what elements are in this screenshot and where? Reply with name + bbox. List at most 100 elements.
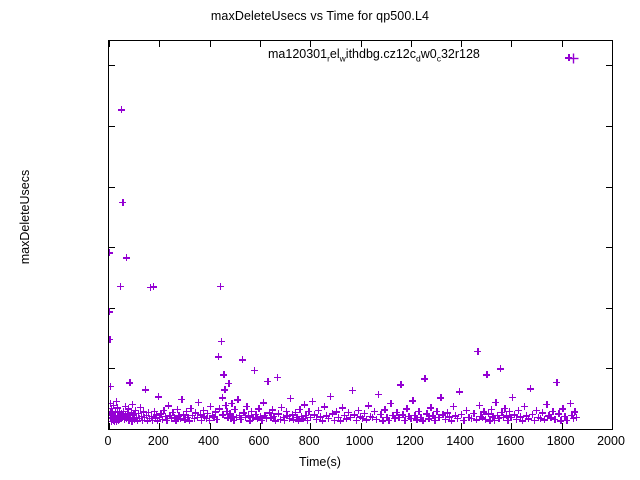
data-point	[123, 409, 131, 417]
data-point	[305, 407, 313, 415]
data-point	[480, 408, 488, 416]
data-point	[224, 414, 232, 422]
data-point	[350, 411, 358, 419]
data-point	[192, 409, 200, 417]
data-point	[175, 412, 183, 420]
data-point	[199, 406, 207, 414]
data-point	[397, 381, 405, 389]
data-point	[294, 417, 302, 425]
data-point	[502, 412, 510, 420]
x-tick	[159, 423, 161, 429]
data-point	[496, 365, 504, 373]
data-point	[121, 402, 129, 410]
x-tick-label: 1200	[395, 434, 424, 448]
x-tick-top	[511, 41, 513, 47]
data-point	[409, 397, 417, 405]
data-point	[299, 415, 307, 423]
data-point	[135, 415, 143, 423]
data-point	[559, 405, 567, 413]
data-point	[505, 407, 513, 415]
data-point	[423, 410, 431, 418]
data-point	[125, 416, 133, 424]
data-point	[146, 283, 154, 291]
x-tick-top	[109, 41, 110, 47]
data-point	[547, 414, 555, 422]
data-point	[134, 409, 142, 417]
data-point	[170, 413, 178, 421]
x-tick	[209, 423, 211, 429]
data-point	[246, 417, 254, 425]
data-point	[389, 411, 397, 419]
data-point	[193, 414, 201, 422]
data-point	[256, 413, 264, 421]
data-point	[261, 411, 269, 419]
data-point	[326, 392, 334, 400]
data-point	[247, 407, 255, 415]
data-point	[184, 413, 192, 421]
data-point	[288, 411, 296, 419]
data-point	[207, 402, 215, 410]
x-tick-label: 2000	[597, 434, 625, 448]
data-point	[179, 411, 187, 419]
data-point	[296, 405, 304, 413]
data-point	[173, 405, 181, 413]
y-tick	[109, 125, 115, 127]
data-point	[111, 408, 119, 416]
data-point	[566, 399, 574, 407]
data-point	[373, 415, 381, 423]
data-point	[385, 416, 393, 424]
data-point	[114, 414, 122, 422]
data-point	[302, 411, 310, 419]
data-point	[334, 413, 342, 421]
data-point	[109, 407, 114, 415]
data-point	[316, 413, 324, 421]
data-point	[543, 400, 551, 408]
data-point	[487, 405, 495, 413]
legend-entry-label: ma120301relwithdbg.cz12cdw0c32r128	[268, 47, 480, 64]
data-point	[222, 401, 230, 409]
data-point	[405, 412, 413, 420]
data-point	[198, 416, 206, 424]
data-point	[130, 411, 138, 419]
data-point	[571, 408, 579, 416]
data-point	[109, 382, 114, 390]
data-point	[465, 413, 473, 421]
y-tick	[109, 368, 115, 370]
data-point	[253, 415, 261, 423]
y-tick	[109, 307, 115, 309]
data-point	[137, 412, 145, 420]
data-point	[495, 415, 503, 423]
data-point	[128, 417, 136, 425]
data-point	[275, 410, 282, 418]
data-point	[443, 409, 451, 417]
data-point	[318, 417, 326, 425]
x-tick-top	[209, 41, 211, 47]
data-point	[109, 413, 115, 421]
data-point	[340, 411, 348, 419]
data-point	[504, 417, 512, 424]
data-point	[306, 413, 314, 421]
data-point	[415, 408, 423, 416]
data-point	[537, 414, 545, 422]
chart-title: maxDeleteUsecs vs Time for qp500.L4	[210, 9, 430, 23]
data-point	[151, 414, 159, 422]
data-point	[411, 411, 419, 419]
data-point	[210, 413, 218, 421]
data-point	[155, 413, 163, 421]
data-point	[147, 412, 155, 420]
data-point	[489, 413, 497, 421]
data-point	[208, 412, 216, 420]
data-point	[163, 416, 171, 424]
data-point	[533, 406, 541, 414]
data-point	[154, 393, 162, 401]
data-point	[527, 385, 534, 393]
data-point	[357, 413, 364, 421]
data-point	[220, 371, 228, 379]
data-point	[419, 417, 427, 425]
data-point	[525, 415, 532, 423]
data-point	[425, 415, 433, 423]
data-point	[178, 395, 186, 403]
data-point	[320, 403, 328, 411]
data-point	[324, 415, 332, 423]
